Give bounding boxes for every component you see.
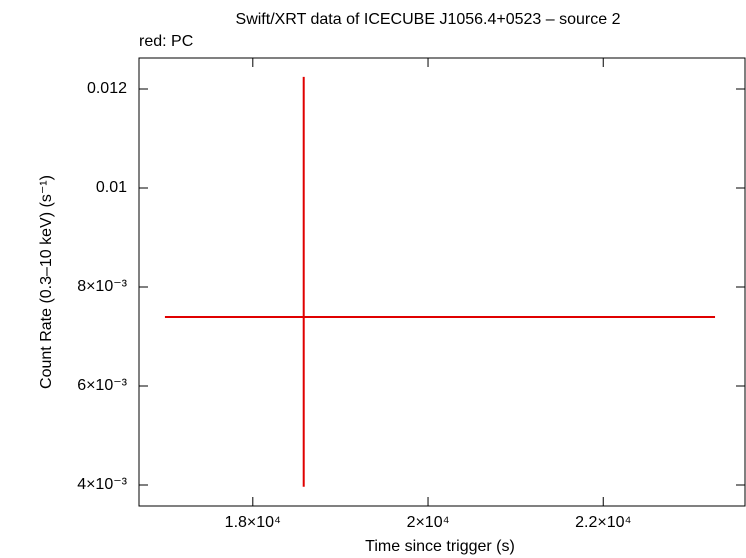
y-tick-label: 8×10⁻³ [77, 278, 127, 295]
chart-subtitle: red: PC [139, 33, 193, 50]
plot-frame [138, 57, 746, 507]
y-tick-label: 0.01 [96, 179, 127, 196]
x-tick-label: 2×10⁴ [407, 514, 450, 531]
x-tick-label: 1.8×10⁴ [225, 514, 281, 531]
chart-title: Swift/XRT data of ICECUBE J1056.4+0523 –… [236, 11, 621, 28]
y-tick-label: 0.012 [87, 80, 127, 97]
y-tick-label: 6×10⁻³ [77, 377, 127, 394]
x-tick-label: 2.2×10⁴ [575, 514, 631, 531]
y-axis-label: Count Rate (0.3–10 keV) (s⁻¹) [38, 175, 55, 389]
x-axis-label: Time since trigger (s) [365, 538, 515, 555]
y-tick-label: 4×10⁻³ [77, 476, 127, 493]
